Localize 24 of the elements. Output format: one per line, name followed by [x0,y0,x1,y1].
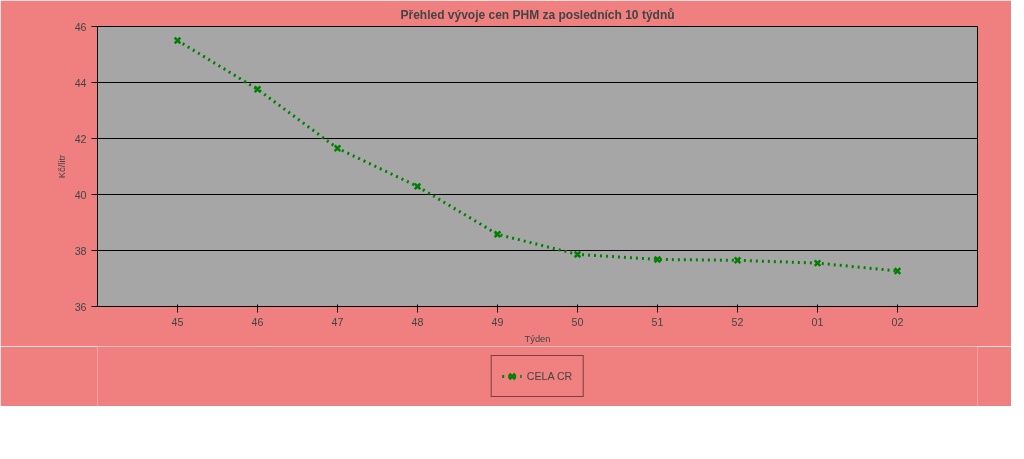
y-axis-title: Kč/litr [56,154,67,179]
x-axis-title: Týden [524,333,551,344]
y-tick-label: 44 [74,76,87,89]
y-tick-label: 40 [74,188,87,201]
y-tick-label: 46 [74,20,87,33]
x-tick-label: 48 [411,315,424,328]
x-tick-label: 47 [331,315,344,328]
x-tick-label: 46 [251,315,264,328]
x-tick-label: 02 [891,315,904,328]
x-tick-label: 45 [171,315,184,328]
x-tick-label: 52 [731,315,744,328]
point [253,85,262,94]
legend-label: CELA CR [526,370,573,382]
y-tick-label: 36 [74,300,87,313]
x-tick-label: 50 [571,315,584,328]
x-tick-label: 01 [811,315,824,328]
point [493,230,502,239]
y-tick-label: 42 [74,132,87,145]
point [813,259,822,268]
x-tick-label: 49 [491,315,504,328]
x-tick-label: 51 [651,315,664,328]
point [893,266,902,276]
chart-title: Přehled vývoje cen PHM za posledních 10 týdnů [400,7,675,22]
y-tick-label: 38 [74,244,87,257]
